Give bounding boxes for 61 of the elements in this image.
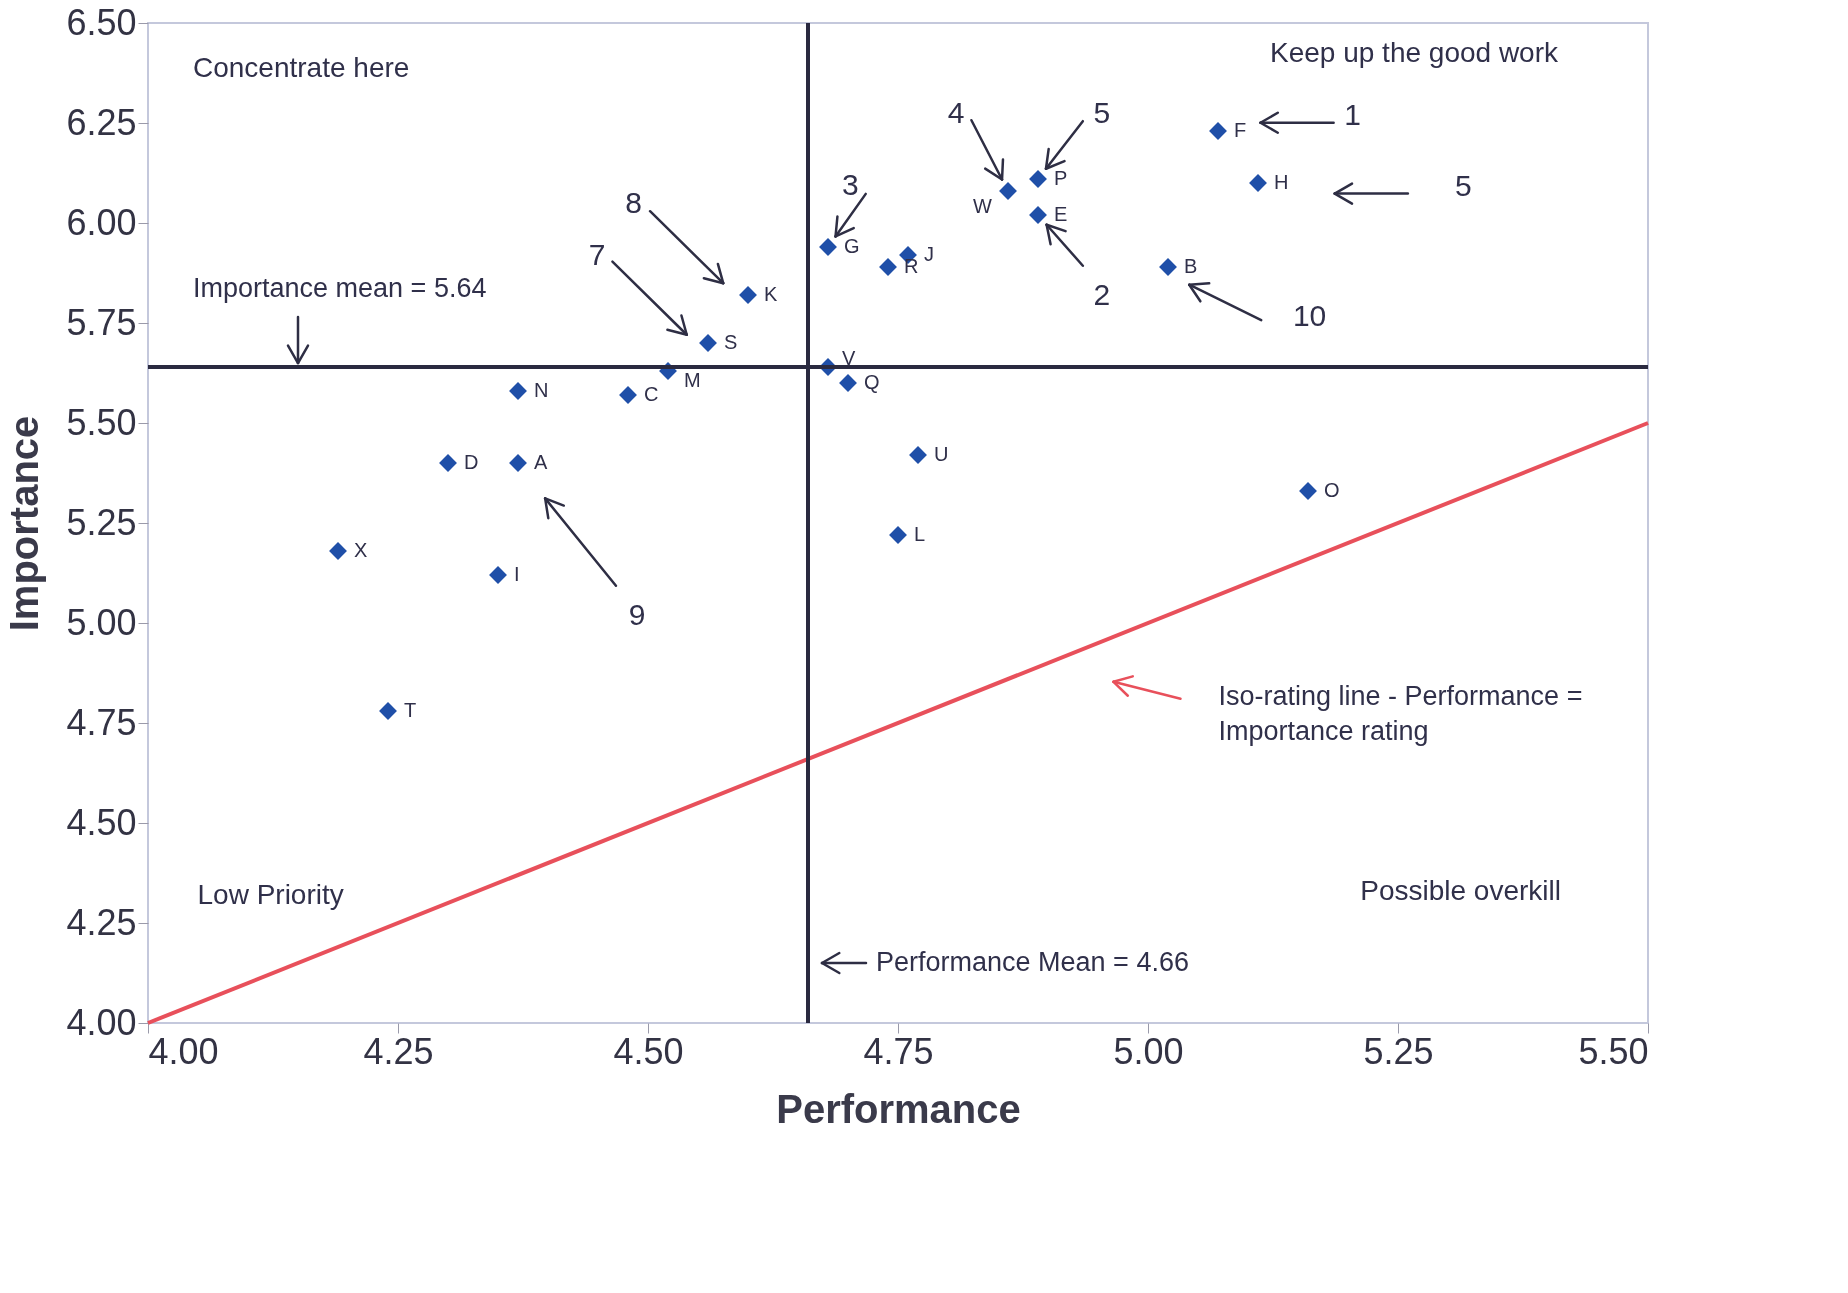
x-tick-label: 4.00 [148, 1030, 219, 1072]
annotation: 3 [842, 167, 859, 201]
annotation: S [724, 331, 738, 353]
y-tick-label: 5.75 [66, 301, 137, 343]
annotation: O [1324, 479, 1340, 501]
annotation: 4 [947, 96, 965, 130]
annotation: P [1054, 167, 1068, 189]
annotation: K [764, 283, 778, 305]
x-tick-label: 5.50 [1578, 1030, 1649, 1072]
x-tick-label: 5.00 [1113, 1030, 1184, 1072]
y-tick-label: 6.25 [66, 101, 137, 143]
y-tick-label: 5.25 [66, 501, 137, 543]
annotation: J [924, 243, 934, 265]
annotation: Keep up the good work [1270, 37, 1559, 68]
annotation: M [684, 369, 701, 391]
annotation: F [1234, 119, 1247, 141]
annotation: 1 [1344, 97, 1361, 131]
annotation: E [1054, 203, 1068, 225]
annotation: 10 [1292, 298, 1327, 332]
ref-line-label: Importance mean = 5.64 [193, 273, 487, 303]
annotation: 8 [625, 186, 642, 220]
ref-line-label: Performance Mean = 4.66 [876, 947, 1189, 977]
y-tick-label: 5.50 [66, 401, 137, 443]
x-tick-label: 4.50 [613, 1030, 684, 1072]
annotation: N [534, 379, 549, 401]
annotation: Concentrate here [193, 52, 410, 83]
x-axis-title: Performance [776, 1086, 1021, 1131]
x-tick-label: 4.75 [863, 1030, 934, 1072]
y-tick-label: 4.25 [66, 901, 137, 943]
annotation: L [914, 523, 926, 545]
annotation: 5 [1454, 168, 1472, 202]
x-tick-label: 5.25 [1363, 1030, 1434, 1072]
annotation: I [514, 563, 520, 585]
annotation: 9 [628, 598, 646, 632]
legend-label: Iso-rating line - Performance = Importance rating [1218, 680, 1583, 746]
annotation: V [842, 347, 856, 369]
annotation: Low Priority [197, 879, 344, 910]
annotation: G [844, 235, 860, 257]
y-axis-title: Importance [2, 415, 47, 632]
y-tick-label: 4.50 [66, 801, 137, 843]
annotation: B [1184, 255, 1198, 277]
y-tick-label: 6.50 [66, 1, 137, 43]
annotation: C [644, 383, 659, 405]
annotation: Possible overkill [1360, 875, 1561, 906]
annotation: 5 [1093, 96, 1111, 130]
annotation: D [464, 451, 479, 473]
y-tick-label: 4.75 [66, 701, 137, 743]
y-tick-label: 4.00 [66, 1001, 137, 1043]
annotation: W [973, 195, 993, 217]
annotation: A [534, 451, 548, 473]
y-tick-label: 5.00 [66, 601, 137, 643]
annotation: H [1274, 171, 1289, 193]
annotation: 7 [588, 237, 606, 271]
annotation: 2 [1093, 278, 1111, 312]
y-tick-label: 6.00 [66, 201, 137, 243]
x-tick-label: 4.25 [363, 1030, 434, 1072]
annotation: T [404, 699, 417, 721]
annotation: U [934, 443, 949, 465]
annotation: R [904, 255, 919, 277]
annotation: Q [864, 371, 880, 393]
annotation: X [354, 539, 368, 561]
